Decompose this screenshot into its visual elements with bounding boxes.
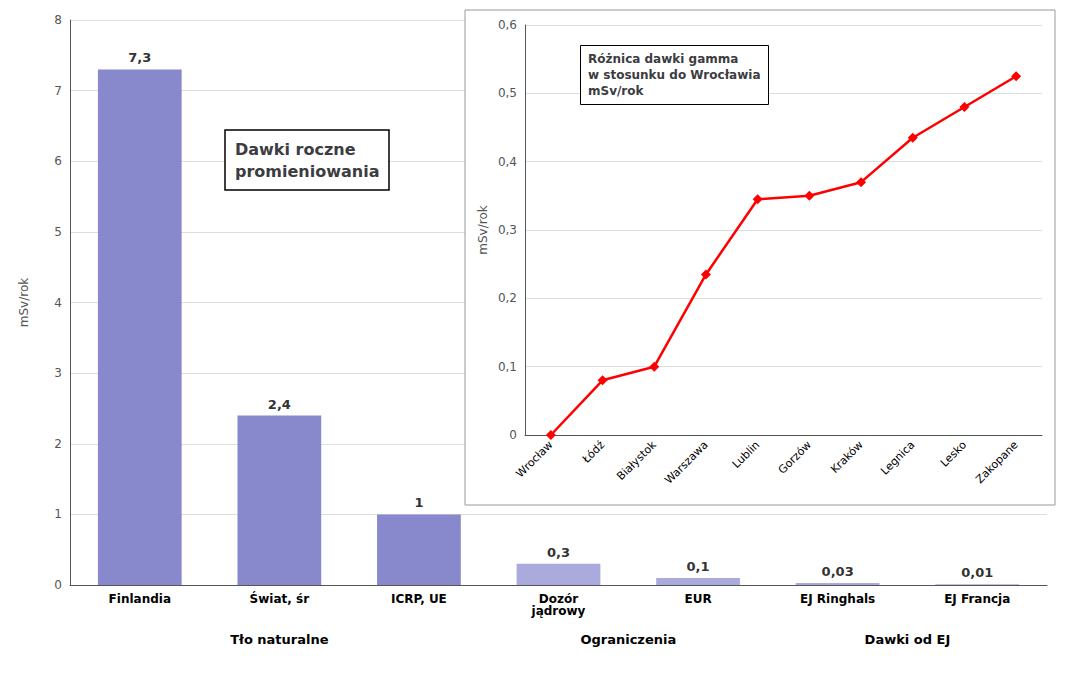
svg-text:1: 1 bbox=[414, 495, 423, 510]
svg-text:Białystok: Białystok bbox=[614, 438, 659, 483]
svg-text:0,03: 0,03 bbox=[822, 564, 854, 579]
svg-text:0,3: 0,3 bbox=[498, 223, 517, 237]
svg-text:Dawki od EJ: Dawki od EJ bbox=[865, 632, 951, 647]
svg-text:0,5: 0,5 bbox=[498, 86, 517, 100]
svg-text:EJ Ringhals: EJ Ringhals bbox=[800, 592, 875, 606]
svg-text:Zakopane: Zakopane bbox=[973, 438, 1021, 486]
svg-text:Warszawa: Warszawa bbox=[662, 438, 710, 486]
svg-text:0,01: 0,01 bbox=[961, 565, 993, 580]
svg-text:0: 0 bbox=[509, 428, 517, 442]
svg-text:Wrocław: Wrocław bbox=[514, 438, 556, 480]
svg-text:2,4: 2,4 bbox=[268, 397, 291, 412]
svg-text:1: 1 bbox=[54, 507, 62, 521]
svg-text:EUR: EUR bbox=[684, 592, 711, 606]
svg-text:mSv/rok: mSv/rok bbox=[17, 278, 31, 327]
svg-text:4: 4 bbox=[54, 296, 62, 310]
svg-text:mSv/rok: mSv/rok bbox=[476, 205, 490, 254]
svg-text:Kraków: Kraków bbox=[828, 438, 866, 476]
svg-text:Łódź: Łódź bbox=[579, 438, 607, 466]
svg-text:Finlandia: Finlandia bbox=[109, 592, 171, 606]
svg-text:0: 0 bbox=[54, 578, 62, 592]
svg-text:Legnica: Legnica bbox=[878, 438, 917, 477]
svg-text:Dawki roczne: Dawki roczne bbox=[235, 140, 356, 159]
svg-text:Dozór: Dozór bbox=[538, 592, 579, 606]
svg-text:5: 5 bbox=[54, 225, 62, 239]
svg-text:ICRP, UE: ICRP, UE bbox=[391, 592, 447, 606]
svg-text:0,3: 0,3 bbox=[547, 545, 570, 560]
svg-text:Lesko: Lesko bbox=[938, 438, 969, 469]
svg-text:Świat, śr: Świat, śr bbox=[250, 591, 310, 606]
svg-text:0,2: 0,2 bbox=[498, 291, 517, 305]
svg-text:mSv/rok: mSv/rok bbox=[588, 84, 645, 98]
svg-text:Różnica dawki gamma: Różnica dawki gamma bbox=[588, 52, 738, 66]
svg-text:7,3: 7,3 bbox=[128, 50, 151, 65]
svg-text:2: 2 bbox=[54, 437, 62, 451]
svg-text:0,1: 0,1 bbox=[498, 360, 517, 374]
svg-text:Tło naturalne: Tło naturalne bbox=[230, 632, 329, 647]
svg-text:7: 7 bbox=[54, 84, 62, 98]
svg-text:6: 6 bbox=[54, 154, 62, 168]
svg-text:Lublin: Lublin bbox=[730, 438, 763, 471]
svg-text:0,4: 0,4 bbox=[498, 155, 517, 169]
svg-text:promieniowania: promieniowania bbox=[235, 162, 379, 181]
svg-text:Ograniczenia: Ograniczenia bbox=[580, 632, 676, 647]
svg-text:jądrowy: jądrowy bbox=[531, 604, 586, 618]
svg-text:w stosunku do Wrocławia: w stosunku do Wrocławia bbox=[588, 68, 760, 82]
svg-text:3: 3 bbox=[54, 366, 62, 380]
svg-text:8: 8 bbox=[54, 13, 62, 27]
svg-text:Gorzów: Gorzów bbox=[776, 438, 814, 476]
svg-text:EJ Francja: EJ Francja bbox=[944, 592, 1010, 606]
svg-text:0,1: 0,1 bbox=[687, 559, 710, 574]
svg-text:0,6: 0,6 bbox=[498, 18, 517, 32]
